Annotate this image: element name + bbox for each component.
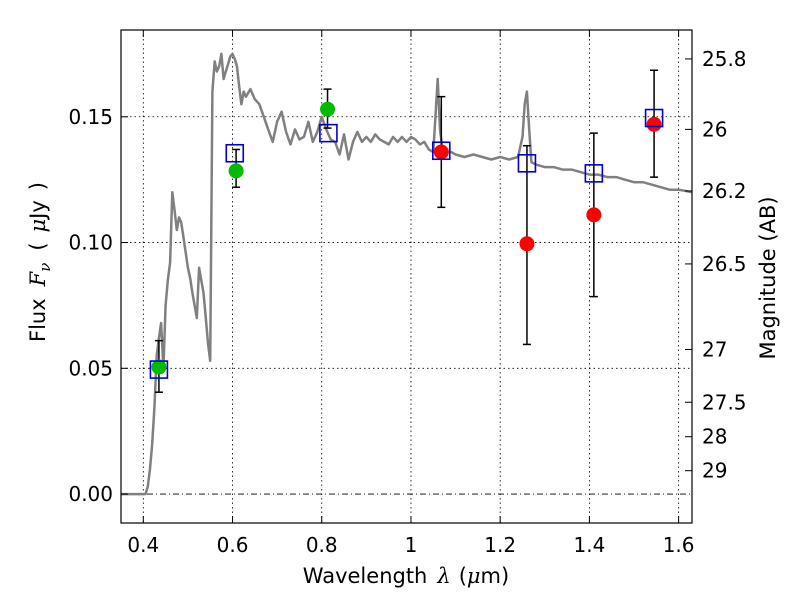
y-tick-label: 0.15 — [68, 105, 113, 129]
y-axis-subscript: ν — [36, 263, 54, 272]
y-axis-unit-open: ( — [26, 242, 50, 250]
green-point — [320, 101, 336, 117]
magnitude-tick-label: 26.2 — [702, 179, 747, 203]
x-axis-unit-rest: m) — [481, 564, 510, 588]
y-axis-unit-close: ) — [26, 182, 50, 190]
error-bars — [154, 69, 659, 393]
y-tick-label: 0.00 — [68, 482, 113, 506]
y-axis-unit-mu: μ — [26, 219, 50, 233]
x-axis-unit-mu: μ — [467, 564, 481, 588]
data-points — [151, 101, 662, 375]
magnitude-tick-label: 28 — [702, 425, 727, 449]
model-photometry-squares — [149, 108, 664, 379]
y-axis-title-text: Flux — [26, 298, 50, 342]
magnitude-tick-label: 25.8 — [702, 47, 747, 71]
model-photometry-square — [149, 360, 169, 379]
x-tick-label: 1.4 — [573, 533, 605, 557]
red-point — [586, 207, 602, 223]
axes-frame — [120, 29, 693, 524]
x-tick-label: 1 — [405, 533, 418, 557]
model-sed-line — [121, 52, 692, 496]
x-axis-symbol: λ — [436, 564, 450, 588]
green-point — [228, 163, 244, 179]
y-axis-title: Flux Fν ( μJy) — [26, 182, 54, 342]
magnitude-tick-label: 29 — [702, 459, 727, 483]
x-axis-title: Wavelength λ (μm) — [303, 564, 509, 588]
x-tick-label: 0.4 — [127, 533, 159, 557]
ticks — [121, 30, 692, 523]
x-tick-label: 0.8 — [306, 533, 338, 557]
model-photometry-square — [319, 123, 338, 143]
y-tick-label: 0.10 — [68, 231, 113, 255]
tick-labels: 0.4 0.6 0.8 1 1.2 1.4 1.6 0.00 0.05 0.10 0.15 25.8 2… — [68, 47, 746, 557]
model-sed — [121, 52, 692, 496]
magnitude-tick-label: 26.5 — [702, 252, 747, 276]
grid-lines — [121, 30, 692, 523]
red-point — [433, 144, 449, 160]
green-point — [151, 359, 167, 375]
model-photometry-square — [517, 154, 537, 173]
magnitude-axis-title: Magnitude (AB) — [756, 196, 780, 359]
x-tick-label: 1.2 — [484, 533, 516, 557]
magnitude-tick-label: 26 — [702, 117, 727, 141]
model-photometry-square — [225, 143, 245, 163]
model-photometry-square — [431, 141, 451, 161]
x-tick-label: 0.6 — [217, 533, 249, 557]
x-tick-label: 1.6 — [663, 533, 695, 557]
model-photometry-square — [584, 164, 604, 183]
y-axis-symbol: F — [26, 270, 50, 287]
y-tick-label: 0.05 — [68, 356, 113, 380]
magnitude-tick-label: 27.5 — [702, 390, 747, 414]
magnitude-tick-label: 27 — [702, 337, 727, 361]
y-axis-unit-rest: Jy — [26, 200, 50, 221]
red-point — [646, 116, 662, 132]
red-point — [519, 236, 535, 252]
x-axis-unit-open: ( — [459, 564, 467, 588]
x-axis-title-text: Wavelength — [303, 564, 428, 588]
model-photometry-square — [644, 108, 664, 128]
